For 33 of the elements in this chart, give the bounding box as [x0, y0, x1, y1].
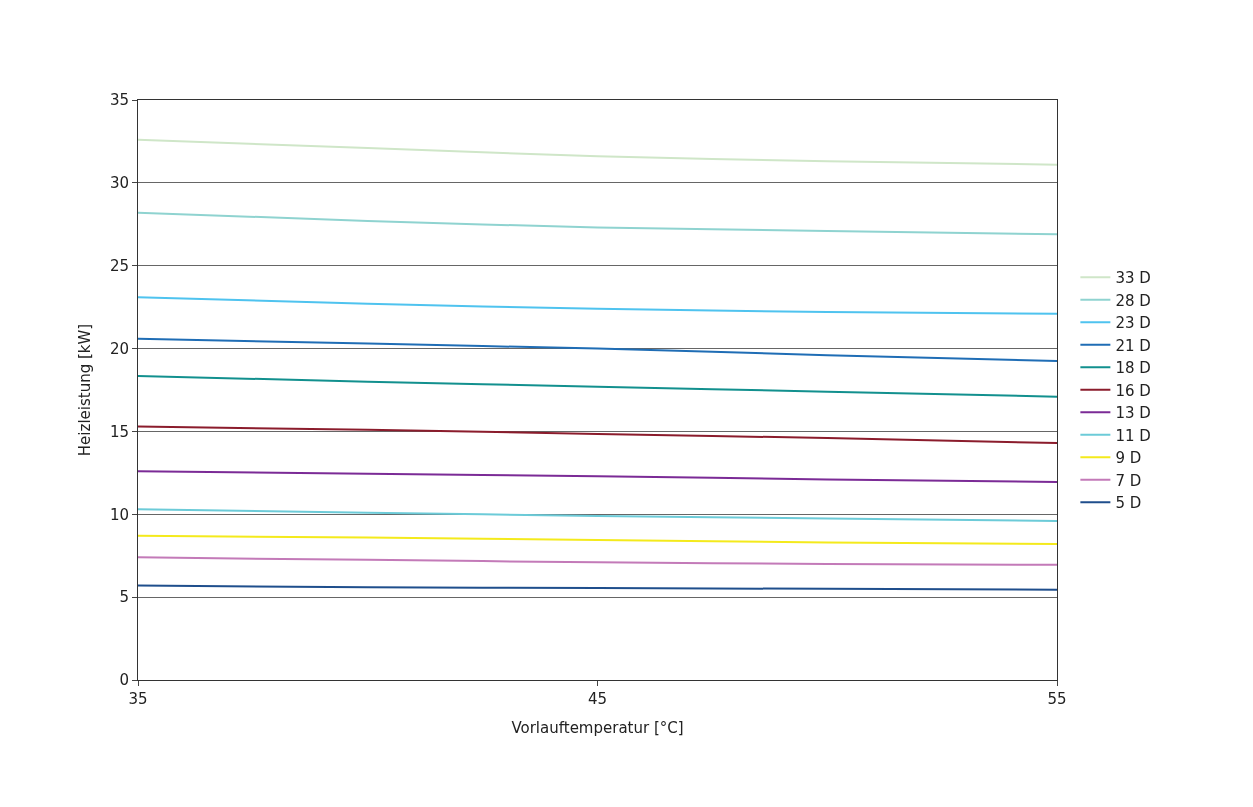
- x-axis-title: Vorlauftemperatur [°C]: [511, 719, 684, 737]
- line-series: [138, 470, 1057, 483]
- line-series: [138, 337, 1057, 362]
- legend-label: 5 D: [1115, 494, 1142, 513]
- y-tick-label: 0: [119, 671, 129, 690]
- legend-label: 33 D: [1115, 269, 1151, 288]
- line-series: [138, 556, 1057, 566]
- y-tick-label: 20: [109, 339, 129, 358]
- y-tick-label: 10: [109, 505, 129, 524]
- line-series: [138, 425, 1057, 445]
- line-series: [138, 296, 1057, 315]
- y-tick-label: 25: [109, 256, 129, 275]
- y-tick-label: 5: [119, 588, 129, 607]
- line-series: [138, 374, 1057, 398]
- line-series: [138, 138, 1057, 166]
- x-tick-label: 45: [587, 690, 608, 708]
- legend-label: 18 D: [1115, 359, 1151, 378]
- y-axis-title: Heizleistung [kW]: [76, 323, 95, 457]
- y-tick-label: 15: [109, 422, 129, 441]
- legend-label: 16 D: [1115, 381, 1151, 400]
- legend-label: 13 D: [1115, 404, 1151, 423]
- y-tick-label: 35: [109, 91, 129, 110]
- legend-label: 7 D: [1115, 471, 1142, 490]
- legend-label: 9 D: [1115, 449, 1142, 468]
- legend-label: 21 D: [1115, 336, 1151, 355]
- legend-label: 23 D: [1115, 314, 1151, 333]
- legend-label: 28 D: [1115, 291, 1151, 310]
- line-series: [138, 534, 1057, 546]
- y-tick-label: 30: [109, 174, 129, 193]
- line-series: [138, 211, 1057, 236]
- legend-label: 11 D: [1115, 426, 1151, 445]
- x-tick-label: 55: [1047, 690, 1067, 708]
- line-series: [138, 508, 1057, 522]
